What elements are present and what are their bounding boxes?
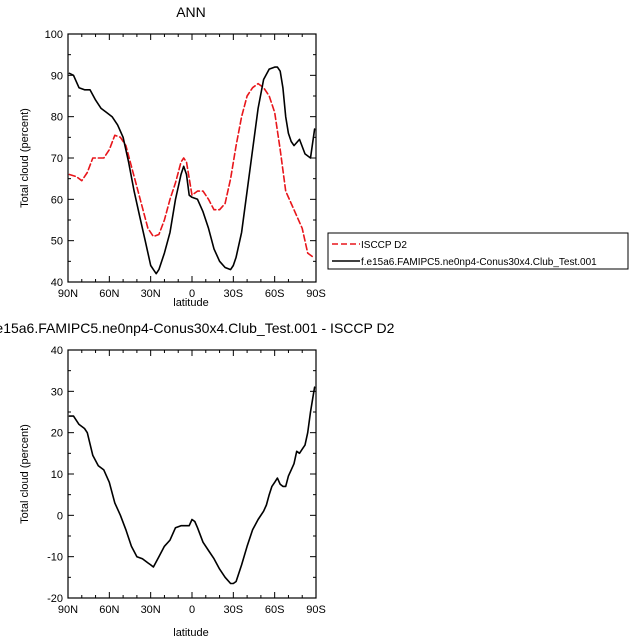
bottom-x-axis-label: latitude <box>173 627 208 639</box>
bottom-x-tick-label: 60S <box>265 604 285 616</box>
top-y-tick-label: 60 <box>51 194 63 206</box>
top-y-tick-label: 80 <box>51 112 63 124</box>
legend-box <box>327 232 629 270</box>
top-x-tick-label: 60S <box>265 288 285 300</box>
top-x-tick-label: 0 <box>189 288 195 300</box>
bottom-x-tick-label: 90S <box>306 604 326 616</box>
bottom-y-tick-label: 30 <box>51 386 63 398</box>
top-y-tick-label: 100 <box>45 29 63 41</box>
top-x-tick-label: 30S <box>224 288 244 300</box>
legend-label-isccp: ISCCP D2 <box>361 240 407 251</box>
bottom-x-tick-label: 30S <box>224 604 244 616</box>
top-series-line-2 <box>68 66 316 275</box>
top-y-axis-label: Total cloud (percent) <box>19 108 31 208</box>
bottom-y-tick-label: 0 <box>57 510 63 522</box>
bottom-x-tick-label: 60N <box>99 604 119 616</box>
top-chart-title: ANN <box>176 4 206 20</box>
top-y-tick-label: 40 <box>51 277 63 289</box>
bottom-x-tick-label: 90N <box>58 604 78 616</box>
top-plot-frame <box>67 33 317 283</box>
bottom-y-tick-label: 40 <box>51 345 63 357</box>
top-x-tick-label: 30N <box>141 288 161 300</box>
bottom-y-tick-label: 20 <box>51 428 63 440</box>
bottom-series-line-1 <box>68 386 316 585</box>
legend: ISCCP D2 f.e15a6.FAMIPC5.ne0np4-Conus30x… <box>327 232 629 270</box>
legend-label-model: f.e15a6.FAMIPC5.ne0np4-Conus30x4.Club_Te… <box>361 257 597 268</box>
top-x-axis-label: latitude <box>173 297 208 309</box>
bottom-x-tick-label: 0 <box>189 604 195 616</box>
top-x-tick-label: 90S <box>306 288 326 300</box>
top-y-tick-label: 70 <box>51 153 63 165</box>
top-series-line-1 <box>68 82 315 259</box>
top-x-tick-label: 60N <box>99 288 119 300</box>
top-x-tick-label: 90N <box>58 288 78 300</box>
bottom-x-tick-label: 30N <box>141 604 161 616</box>
bottom-y-tick-label: 10 <box>51 469 63 481</box>
bottom-y-tick-label: -20 <box>47 593 63 605</box>
top-y-tick-label: 50 <box>51 236 63 248</box>
top-y-tick-label: 90 <box>51 70 63 82</box>
bottom-y-axis-label: Total cloud (percent) <box>19 424 31 524</box>
bottom-chart-title: f.e15a6.FAMIPC5.ne0np4-Conus30x4.Club_Te… <box>0 320 395 336</box>
bottom-y-tick-label: -10 <box>47 552 63 564</box>
